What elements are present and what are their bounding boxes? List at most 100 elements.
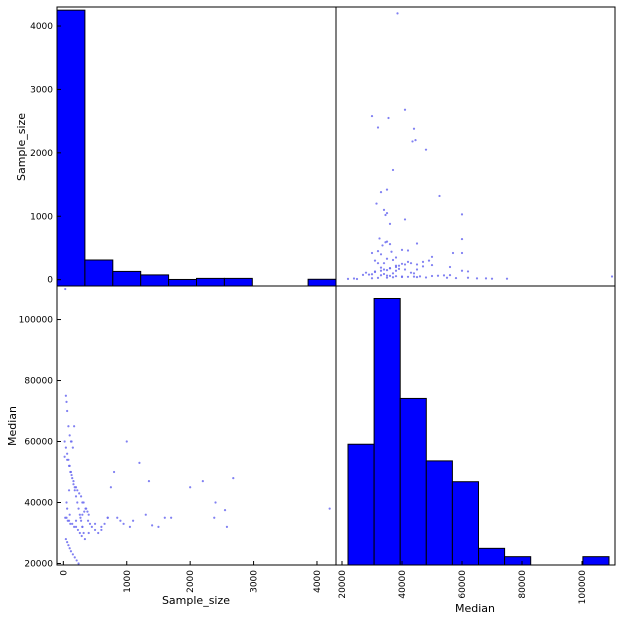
scatter-point (128, 525, 132, 528)
scatter-point (394, 275, 398, 278)
histogram-bar (582, 556, 610, 566)
scatter-point (67, 544, 70, 547)
scatter-point (106, 516, 109, 519)
scatter-point (373, 270, 377, 273)
scatter-point (151, 524, 154, 527)
scatter-point (424, 148, 428, 151)
scatter-point (421, 265, 425, 268)
scatter-median-vs-sample-size: 0 1000 2000 3000 4000 20000 40000 60000 80000 10… (6, 285, 337, 607)
scatter-point (93, 522, 97, 525)
x-tick-label: 3000 (250, 570, 260, 593)
scatter-point (424, 276, 428, 279)
scatter-point (85, 507, 88, 510)
scatter-point (88, 522, 92, 525)
scatter-point (378, 237, 381, 240)
scatter-point (376, 262, 380, 265)
scatter-point (74, 495, 78, 498)
scatter-point (427, 259, 431, 262)
scatter-point (157, 525, 160, 528)
scatter-point (163, 516, 166, 519)
scatter-point (70, 440, 73, 443)
scatter-point (66, 452, 69, 455)
scatter-point (125, 440, 128, 443)
scatter-point (103, 522, 106, 525)
scatter-point (466, 276, 470, 279)
scatter-point (213, 516, 216, 519)
scatter-point (448, 273, 452, 277)
scatter-point (411, 140, 414, 143)
scatter-point (83, 510, 86, 513)
histogram-bar (196, 277, 225, 287)
scatter-point (414, 139, 417, 142)
scatter-point (436, 274, 440, 277)
scatter-point (406, 275, 410, 278)
scatter-point (69, 550, 73, 553)
scatter-point (76, 489, 79, 492)
scatter-point (355, 277, 359, 281)
scatter-point (415, 242, 419, 245)
scatter-point (430, 274, 434, 278)
scatter-point (69, 470, 73, 474)
histogram-bar (112, 270, 142, 287)
scatter-point (382, 208, 386, 212)
histogram-bar (140, 274, 170, 287)
scatter-point (87, 531, 90, 535)
scatter-point (201, 480, 204, 483)
histogram-bar (168, 278, 198, 287)
scatter-point (376, 276, 380, 279)
scatter-point (64, 394, 67, 397)
scatter-point (382, 268, 386, 271)
scatter-point (445, 276, 449, 279)
histogram-bar (451, 481, 479, 566)
scatter-point (79, 516, 82, 519)
x-axis-label-median: Median (455, 602, 495, 615)
scatter-point (397, 267, 401, 270)
scatter-point (100, 525, 103, 528)
scatter-point (73, 489, 76, 492)
y-axis-label-sample-size: Sample_size (15, 113, 28, 181)
scatter-point (394, 256, 398, 259)
scatter-point (394, 269, 398, 272)
y-ticks-sample-size: 0 1000 2000 3000 4000 (30, 22, 61, 286)
scatter-point (388, 222, 392, 225)
x-tick-label: 2000 (186, 570, 196, 593)
scatter-point (80, 534, 83, 538)
scatter-point (79, 519, 83, 522)
scatter-point (232, 476, 235, 480)
scatter-point (396, 12, 399, 15)
scatter-point (69, 522, 72, 525)
x-tick-label: 4000 (313, 570, 323, 593)
x-tick-label: 60000 (458, 570, 468, 599)
scatter-point (214, 501, 217, 504)
scatter-point (451, 251, 455, 255)
histogram-sample-size: 0 1000 2000 3000 4000 Sample_size (15, 6, 337, 287)
scatter-point (71, 522, 74, 525)
scatter-point (412, 275, 416, 278)
scatter-point (400, 275, 404, 279)
scatter-point (70, 473, 73, 477)
x-tick-label: 20000 (338, 570, 348, 599)
scatter-point (328, 507, 331, 510)
scatter-point (400, 262, 404, 265)
scatter-point (415, 276, 419, 279)
scatter-point (460, 251, 464, 255)
scatter-point (78, 513, 81, 516)
scatter-point (367, 273, 371, 276)
scatter-point (379, 269, 383, 272)
histogram-bar (504, 556, 532, 566)
scatter-point (64, 537, 67, 541)
y-tick-label: 20000 (24, 559, 53, 569)
scatter-point (76, 528, 80, 532)
scatter-point (75, 559, 78, 562)
histogram-bar (373, 297, 401, 566)
scatter-point (370, 277, 374, 280)
scatter-point (87, 513, 90, 516)
y-tick-label: 2000 (30, 149, 53, 159)
scatter-point (391, 258, 395, 262)
scatter-point (385, 240, 389, 243)
scatter-point (63, 440, 66, 443)
scatter-point (79, 495, 83, 498)
scatter-point (144, 513, 147, 516)
scatter-point (385, 269, 389, 272)
scatter-point (97, 531, 100, 535)
